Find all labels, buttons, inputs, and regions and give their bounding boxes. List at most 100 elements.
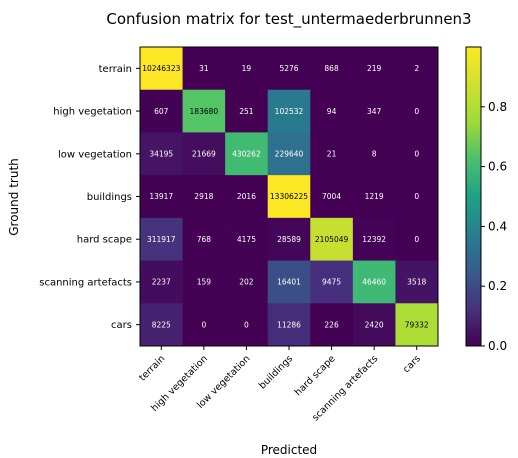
heatmap-cell (225, 175, 269, 219)
cell-value-label: 46460 (362, 278, 386, 287)
cell-value-label: 0 (414, 192, 419, 201)
heatmap-cell (395, 47, 439, 91)
cell-value-label: 94 (327, 107, 337, 116)
heatmap-cell (140, 47, 184, 91)
heatmap-cell (225, 217, 269, 262)
chart-title: Confusion matrix for test_untermaederbru… (106, 10, 471, 29)
cell-value-label: 11286 (277, 320, 301, 329)
cell-value-label: 0 (244, 320, 249, 329)
cell-value-label: 2016 (237, 192, 256, 201)
heatmap-cell (310, 303, 354, 347)
heatmap-cell (182, 303, 226, 347)
heatmap-cell (140, 303, 184, 347)
y-tick-label: buildings (87, 192, 132, 203)
colorbar (465, 46, 482, 347)
y-axis-label: Ground truth (7, 158, 21, 236)
cell-value-label: 430262 (232, 149, 261, 158)
cell-value-label: 607 (154, 107, 169, 116)
cell-value-label: 3518 (407, 278, 426, 287)
heatmap-cell (182, 217, 226, 262)
cell-value-label: 19 (242, 64, 252, 73)
cell-value-label: 2420 (365, 320, 384, 329)
y-axis-ticks: terrain high vegetation low vegetation buil… (39, 64, 140, 331)
cell-value-label: 13306225 (270, 192, 308, 201)
cell-value-label: 13917 (149, 192, 173, 201)
cell-value-label: 102532 (275, 107, 304, 116)
y-tick-label: high vegetation (53, 107, 132, 118)
heatmap-cell (352, 132, 396, 176)
heatmap-cell-labels: 10246323 31 19 5276 868 219 2 607 183680 251 10253… (142, 64, 429, 329)
cell-value-label: 21 (327, 149, 337, 158)
cell-value-label: 10246323 (142, 64, 180, 73)
heatmap-cell (267, 132, 311, 176)
heatmap-cell (182, 132, 226, 176)
cell-value-label: 8 (372, 149, 377, 158)
heatmap-cell (310, 175, 354, 219)
cell-value-label: 0 (414, 235, 419, 244)
heatmap-cell (140, 260, 184, 304)
colorbar-tick-label: 0.0 (488, 339, 507, 353)
x-tick-label: buildings (257, 353, 295, 391)
cell-value-label: 311917 (147, 235, 176, 244)
cell-value-label: 21669 (192, 149, 216, 158)
heatmap-cell (395, 175, 439, 219)
heatmap-cell (140, 132, 184, 176)
cell-value-label: 2918 (194, 192, 213, 201)
cell-value-label: 226 (324, 320, 339, 329)
colorbar-ticks: 0.0 0.2 0.4 0.6 0.8 (481, 100, 507, 353)
cell-value-label: 251 (239, 107, 254, 116)
heatmap-cell (140, 89, 184, 133)
heatmap-cell (352, 89, 396, 133)
cell-value-label: 0 (414, 149, 419, 158)
x-tick-label: cars (401, 353, 423, 375)
cell-value-label: 8225 (152, 320, 171, 329)
cell-value-label: 4175 (237, 235, 256, 244)
cell-value-label: 1219 (365, 192, 384, 201)
x-axis-label: Predicted (261, 443, 317, 457)
heatmap-cell (140, 217, 184, 262)
cell-value-label: 2105049 (315, 235, 349, 244)
cell-value-label: 2237 (152, 278, 171, 287)
cell-value-label: 31 (199, 64, 209, 73)
cell-value-label: 2 (414, 64, 419, 73)
cell-value-label: 12392 (362, 235, 386, 244)
heatmap-cell (310, 217, 354, 262)
cell-value-label: 16401 (277, 278, 301, 287)
cell-value-label: 79332 (405, 320, 429, 329)
x-tick-label: hard scape (293, 353, 338, 398)
heatmap-cell (182, 47, 226, 91)
heatmap-cell (310, 47, 354, 91)
heatmap-cell (352, 217, 396, 262)
heatmap-cell (225, 132, 269, 176)
heatmap-cell (395, 89, 439, 133)
heatmap-cell (225, 89, 269, 133)
cell-value-label: 229640 (275, 149, 304, 158)
heatmap-cell (267, 260, 311, 304)
colorbar-tick-label: 0.4 (488, 219, 507, 233)
heatmap-cell (310, 89, 354, 133)
cell-value-label: 183680 (190, 107, 219, 116)
cell-value-label: 9475 (322, 278, 341, 287)
heatmap-cell (352, 303, 396, 347)
heatmap-cell (267, 217, 311, 262)
cell-value-label: 868 (324, 64, 339, 73)
cell-value-label: 0 (201, 320, 206, 329)
heatmap-cell (395, 217, 439, 262)
cell-value-label: 7004 (322, 192, 341, 201)
cell-value-label: 28589 (277, 235, 301, 244)
y-tick-label: low vegetation (58, 149, 132, 160)
heatmap-cell (395, 260, 439, 304)
heatmap-cell (395, 132, 439, 176)
heatmap-cell (310, 132, 354, 176)
heatmap-cell (267, 303, 311, 347)
y-tick-label: terrain (99, 64, 132, 75)
colorbar-tick-label: 0.2 (488, 279, 507, 293)
y-tick-label: cars (111, 320, 132, 331)
heatmap-cell (225, 47, 269, 91)
heatmap-cell (182, 175, 226, 219)
x-tick-label: terrain (137, 353, 167, 383)
heatmap-cell (225, 260, 269, 304)
heatmap-cell (225, 303, 269, 347)
